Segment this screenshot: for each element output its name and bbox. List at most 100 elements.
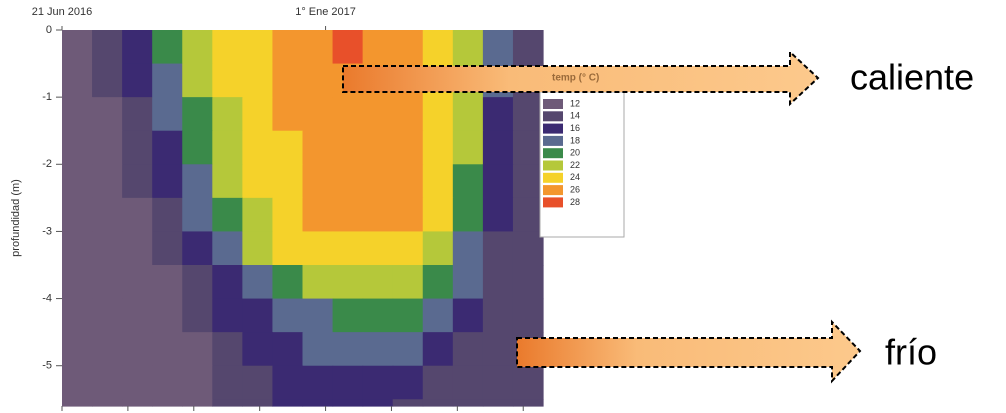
legend-label: 18: [570, 135, 580, 145]
contour-cell: [92, 332, 123, 367]
contour-cell: [62, 30, 93, 65]
contour-cell: [92, 265, 123, 300]
contour-cell: [152, 63, 183, 98]
contour-cell: [482, 265, 514, 300]
contour-cell: [242, 130, 274, 165]
contour-cell: [182, 298, 213, 333]
contour-cell: [302, 63, 334, 98]
legend-label: 12: [570, 98, 580, 108]
contour-cell: [62, 97, 93, 132]
contour-cell: [122, 164, 153, 199]
contour-cell: [512, 164, 544, 199]
contour-cell: [452, 399, 484, 407]
contour-cell: [182, 231, 213, 266]
contour-cell: [212, 197, 243, 233]
contour-cell: [392, 332, 424, 367]
contour-cell: [242, 365, 274, 400]
contour-cell: [242, 231, 274, 266]
contour-cell: [122, 197, 153, 233]
contour-cell: [392, 197, 424, 233]
contour-cell: [392, 265, 424, 300]
contour-cell: [212, 399, 243, 407]
contour-cell: [212, 332, 243, 367]
contour-cell: [122, 63, 153, 98]
contour-cell: [272, 97, 304, 132]
contour-cell: [122, 265, 153, 300]
contour-cell: [182, 97, 213, 132]
arrow: [342, 49, 820, 107]
contour-cell: [392, 97, 424, 132]
contour-cell: [182, 399, 213, 407]
y-tick-label: -1: [42, 91, 52, 103]
contour-cell: [62, 298, 93, 333]
contour-cell: [452, 130, 484, 165]
contour-cell: [182, 63, 213, 98]
contour-cell: [92, 197, 123, 233]
legend-label: 16: [570, 123, 580, 133]
contour-cell: [302, 231, 334, 266]
contour-cell: [422, 30, 454, 65]
contour-cell: [482, 365, 514, 400]
contour-cell: [332, 332, 364, 367]
contour-cell: [482, 30, 514, 65]
contour-cell: [332, 30, 364, 65]
legend-swatch: [543, 111, 563, 122]
contour-cell: [482, 197, 514, 233]
contour-cell: [242, 97, 274, 132]
contour-cell: [122, 332, 153, 367]
contour-cell: [482, 97, 514, 132]
contour-cell: [362, 365, 394, 400]
contour-cell: [302, 332, 334, 367]
contour-cell: [452, 30, 484, 65]
contour-cell: [152, 231, 183, 266]
contour-cell: [302, 130, 334, 165]
contour-cell: [62, 265, 93, 300]
contour-cell: [482, 298, 514, 333]
legend-label: 24: [570, 172, 580, 182]
y-tick-label: -2: [42, 158, 52, 170]
contour-cell: [92, 30, 123, 65]
contour-cell: [122, 298, 153, 333]
contour-cell: [272, 332, 304, 367]
contour-cell: [362, 298, 394, 333]
contour-cell: [362, 332, 394, 367]
contour-cell: [152, 332, 183, 367]
contour-cell: [392, 399, 424, 407]
contour-cell: [302, 399, 334, 407]
contour-cell: [512, 30, 544, 65]
contour-cell: [422, 164, 454, 199]
contour-cell: [422, 265, 454, 300]
contour-cell: [122, 365, 153, 400]
contour-cell: [62, 164, 93, 199]
contour-cell: [182, 365, 213, 400]
legend-swatch: [543, 160, 563, 171]
contour-cell: [452, 97, 484, 132]
contour-cell: [272, 63, 304, 98]
contour-cell: [152, 265, 183, 300]
contour-cell: [512, 97, 544, 132]
contour-cell: [272, 365, 304, 400]
contour-cell: [422, 298, 454, 333]
contour-cell: [422, 97, 454, 132]
contour-cell: [482, 399, 514, 407]
contour-cell: [332, 231, 364, 266]
contour-cell: [182, 197, 213, 233]
contour-cell: [92, 97, 123, 132]
contour-cell: [272, 298, 304, 333]
contour-cell: [212, 265, 243, 300]
contour-cell: [212, 164, 243, 199]
legend-swatch: [543, 172, 563, 183]
contour-cell: [392, 164, 424, 199]
contour-cell: [422, 365, 454, 400]
contour-cell: [332, 164, 364, 199]
contour-cell: [482, 332, 514, 367]
contour-cell: [422, 399, 454, 407]
contour-cell: [242, 298, 274, 333]
contour-cell: [362, 231, 394, 266]
legend-swatch: [543, 99, 563, 109]
y-axis-label: profundidad (m): [10, 179, 22, 257]
contour-cell: [302, 30, 334, 65]
contour-cell: [452, 365, 484, 400]
contour-cell: [332, 365, 364, 400]
contour-cell: [242, 332, 274, 367]
